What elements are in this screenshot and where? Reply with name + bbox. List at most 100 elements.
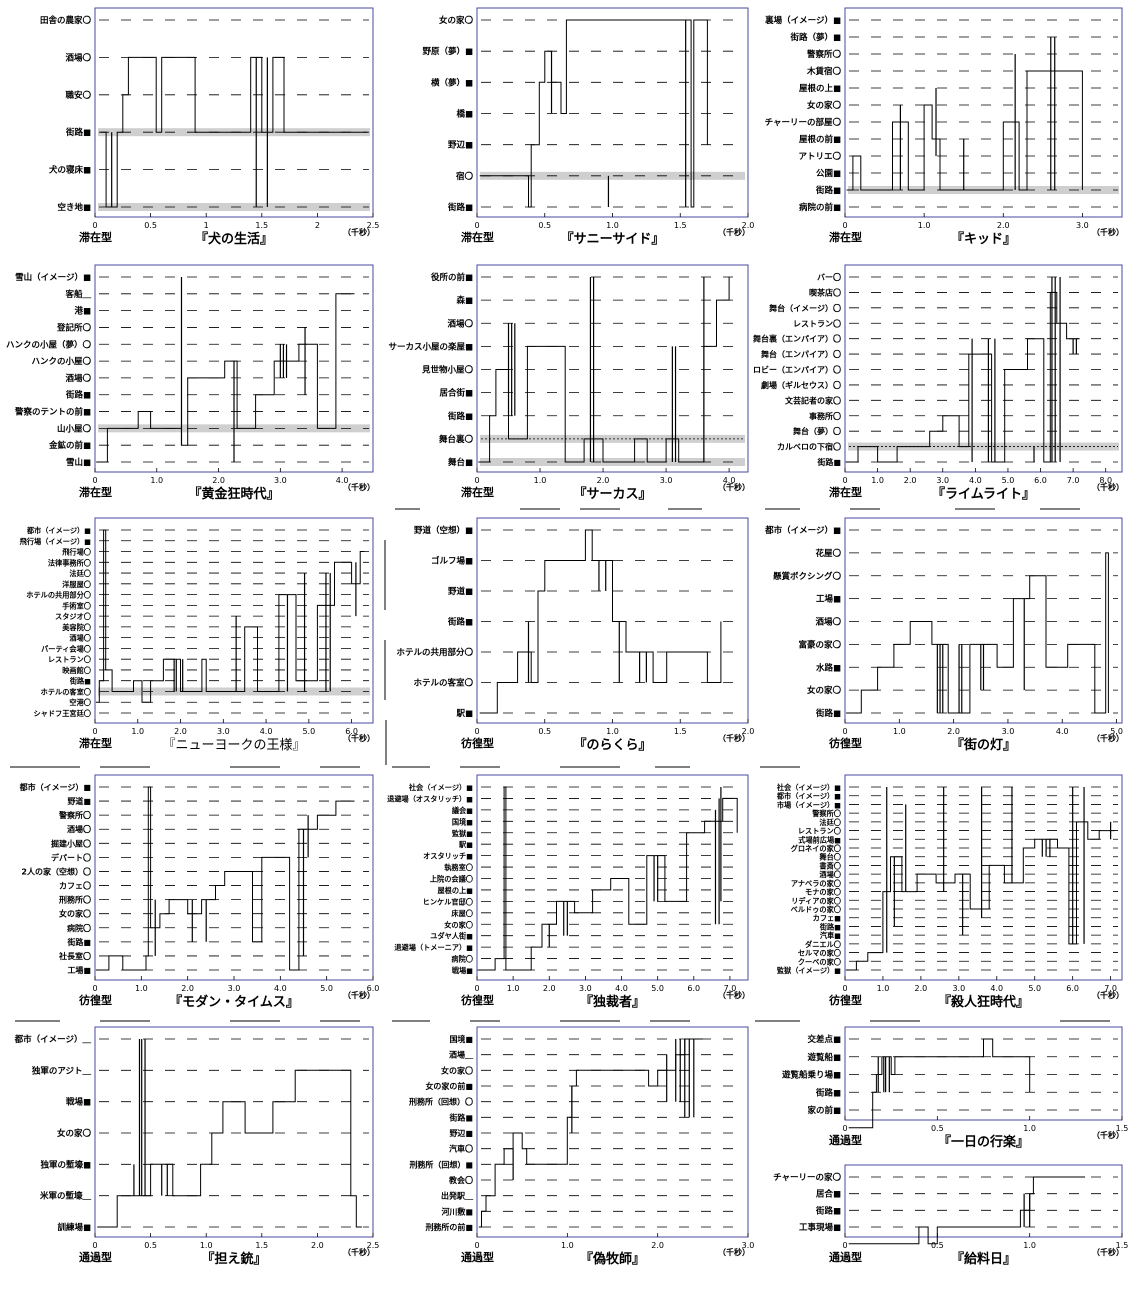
y-category-label: 遊覧船■: [807, 1052, 841, 1063]
type-label: 滞在型: [461, 230, 494, 244]
plot-frame: [844, 1026, 1123, 1121]
x-tick-label: 1.0: [606, 221, 619, 230]
y-category-label: 屋根の上■: [799, 83, 841, 94]
y-category-label: 家の前■: [807, 1105, 841, 1116]
y-category-label: 床屋〇: [451, 909, 473, 918]
x-tick-label: 1.0: [893, 727, 906, 736]
y-category-label: 街路■: [447, 411, 473, 422]
y-category-label: カフェ■: [813, 914, 842, 923]
y-category-label: 都市（イメージ）■: [776, 792, 841, 801]
y-category-label: カルベロの下宿〇: [777, 442, 841, 452]
y-category-label: 屋根の前■: [799, 134, 841, 145]
x-tick-label: 0: [842, 1241, 847, 1250]
trace-line: [477, 786, 738, 971]
y-category-label: 戦場■: [452, 966, 473, 975]
x-tick-label: 6.0: [687, 984, 700, 993]
y-category-label: 野辺■: [448, 140, 473, 151]
type-label: 通過型: [79, 1250, 112, 1264]
x-tick-label: 6.0: [367, 984, 380, 993]
y-category-label: クーベの家〇: [798, 957, 841, 966]
unit-label: （千秒）: [718, 990, 750, 1000]
y-category-label: 法律事務所〇: [48, 558, 91, 567]
y-category-label: ホテルの客室〇: [413, 678, 473, 689]
trace-line: [96, 293, 355, 463]
y-category-label: パーティ会場〇: [41, 644, 91, 653]
type-label: 彷徨型: [461, 736, 494, 750]
y-category-label: 野道■: [448, 586, 473, 597]
y-category-label: 酒場〇: [815, 617, 841, 628]
y-category-label: オスタリッチ■: [423, 852, 473, 861]
x-tick-label: 0: [842, 221, 847, 230]
x-tick-label: 5.0: [651, 984, 664, 993]
chart-title: 『ニューヨークの王様』: [162, 738, 305, 753]
y-category-label: レストラン〇: [793, 318, 841, 328]
unit-label: （千秒）: [1092, 482, 1124, 492]
y-category-label: 警察のテントの前■: [15, 407, 91, 418]
y-category-label: 手術室〇: [62, 601, 91, 610]
y-category-label: 舞台〇: [819, 853, 841, 862]
chart-panel-c13: 都市（イメージ）＿独軍のアジト＿戦場■女の家〇独軍の塹壕■米軍の塹壕＿訓練場■0…: [14, 1026, 379, 1267]
y-category-label: 街路■: [65, 390, 91, 401]
plot-frame: [844, 517, 1123, 724]
x-tick-label: 0: [474, 221, 479, 230]
unit-label: （千秒）: [343, 227, 375, 237]
y-category-label: サーカス小屋の楽屋■: [388, 341, 473, 352]
y-category-label: 刑務所（回想）■: [409, 1159, 473, 1169]
plot-frame: [844, 774, 1123, 981]
x-tick-label: 0.5: [538, 221, 551, 230]
x-tick-label: 4.0: [1056, 727, 1069, 736]
chart-title: 『独裁者』: [580, 994, 645, 1010]
y-category-label: 宿〇: [456, 171, 474, 182]
trace-line: [845, 291, 1080, 463]
chart-panel-c6: バー〇喫茶店〇舞台（イメージ）〇レストラン〇舞台裏（エンパイア）〇舞台（エンパイ…: [752, 264, 1124, 502]
plot-frame: [844, 1164, 1123, 1238]
y-category-label: 訓練場■: [57, 1222, 91, 1233]
y-category-label: 都市（イメージ）■: [19, 782, 91, 792]
y-category-label: 米軍の塹壕＿: [40, 1191, 92, 1202]
y-category-label: 喫茶店〇: [809, 287, 841, 297]
x-tick-label: 5.0: [302, 727, 315, 736]
x-tick-label: 3.0: [579, 984, 592, 993]
chart-title: 『偽牧師』: [580, 1251, 645, 1267]
chart-title: 『殺人狂時代』: [938, 994, 1029, 1010]
y-category-label: 居合街■: [438, 388, 473, 399]
unit-label: （千秒）: [718, 227, 750, 237]
x-tick-label: 1.0: [561, 1241, 574, 1250]
y-category-label: ホテルの共用部分〇: [396, 647, 473, 658]
y-category-label: セルマの家〇: [798, 949, 841, 958]
trace-line: [479, 19, 708, 208]
x-tick-label: 0.5: [931, 1124, 944, 1133]
y-category-label: 酒場〇: [447, 318, 473, 329]
y-category-label: 山小屋〇: [57, 423, 92, 434]
y-category-label: 女の家の前■: [425, 1081, 473, 1091]
y-category-label: 犬の寝床■: [48, 165, 91, 176]
y-category-label: 職安〇: [65, 90, 91, 101]
unit-label: （千秒）: [718, 733, 750, 743]
y-category-label: 美容院〇: [61, 623, 91, 632]
highlight-band: [480, 171, 745, 180]
y-category-label: モナの家〇: [805, 888, 841, 897]
y-category-label: 飛行場（イメージ）■: [19, 537, 92, 546]
type-label: 通過型: [829, 1133, 862, 1147]
unit-label: （千秒）: [1092, 1247, 1124, 1257]
y-category-label: 街路■: [816, 457, 841, 467]
y-category-label: 空き地■: [57, 202, 91, 213]
x-tick-label: 1.5: [1116, 1241, 1129, 1250]
y-category-label: 田舎の農家〇: [40, 15, 92, 26]
unit-label: （千秒）: [343, 1247, 375, 1257]
x-tick-label: 6.0: [1066, 984, 1079, 993]
y-category-label: 野辺■: [449, 1128, 473, 1138]
y-category-label: 洋服屋〇: [62, 580, 91, 589]
chart-title: 『一日の行楽』: [938, 1134, 1029, 1150]
y-category-label: 街路（夢）■: [789, 32, 841, 43]
type-label: 通過型: [461, 1250, 494, 1264]
y-category-label: 森■: [456, 295, 473, 306]
x-tick-label: 2: [315, 221, 320, 230]
x-tick-label: 3.0: [217, 727, 230, 736]
